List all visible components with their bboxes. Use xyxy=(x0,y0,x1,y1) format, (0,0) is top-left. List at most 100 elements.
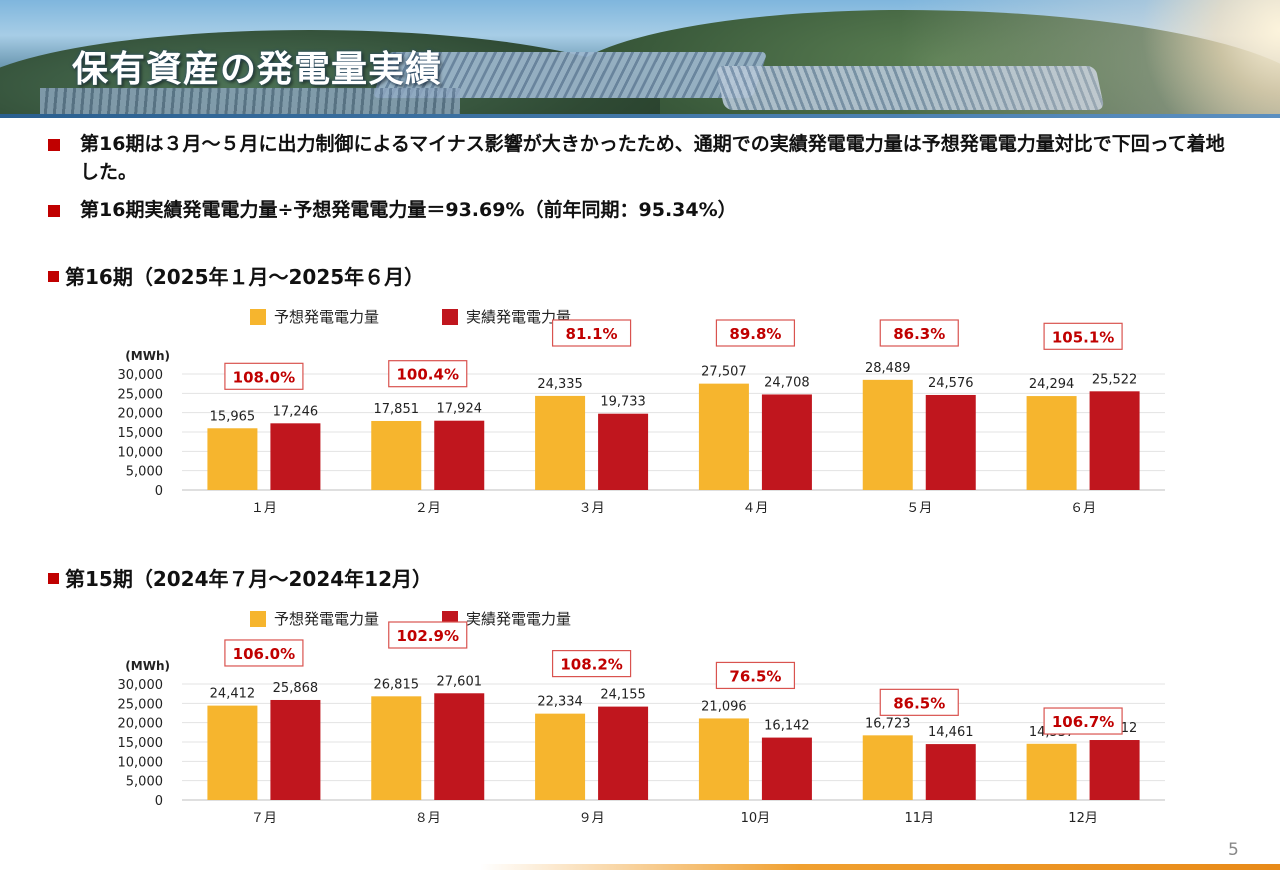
ratio-label: 81.1% xyxy=(566,325,618,343)
x-tick-label: 10月 xyxy=(741,811,771,826)
heading-square-icon xyxy=(48,271,59,282)
forecast-bar xyxy=(371,420,422,490)
actual-bar xyxy=(270,423,321,490)
data-label: 22,334 xyxy=(537,695,583,710)
forecast-bar xyxy=(535,395,586,490)
y-tick-label: 25,000 xyxy=(118,697,164,712)
forecast-bar xyxy=(207,705,258,800)
section-heading: 第16期（2025年１月～2025年６月） xyxy=(48,261,424,290)
footer-accent-line xyxy=(480,864,1280,870)
ratio-label: 105.1% xyxy=(1052,328,1114,346)
section-heading: 第15期（2024年７月～2024年12月） xyxy=(48,563,432,592)
actual-bar xyxy=(598,706,649,800)
header-banner: 保有資産の発電量実績 xyxy=(0,0,1280,118)
y-tick-label: 0 xyxy=(155,484,163,499)
section-heading-text: 第15期（2024年７月～2024年12月） xyxy=(65,567,432,591)
actual-bar xyxy=(1089,391,1140,490)
actual-bar xyxy=(1089,740,1140,800)
data-label: 25,522 xyxy=(1092,372,1138,387)
ratio-box xyxy=(224,362,304,390)
y-tick-label: 20,000 xyxy=(118,717,164,732)
x-tick-label: ５月 xyxy=(906,501,932,516)
legend-label: 予想発電電力量 xyxy=(274,308,379,326)
ratio-box xyxy=(551,650,632,678)
bar-chart-period-15: 予想発電電力量 実績発電電力量 (MWh) 0 5,000 10,000 15,000 20,… xyxy=(0,598,1280,832)
chart-svg: 予想発電電力量 実績発電電力量 (MWh) 0 5,000 10,000 15,000 20,… xyxy=(118,308,1165,516)
chart-svg: 予想発電電力量 実績発電電力量 (MWh) 0 5,000 10,000 15,000 20,… xyxy=(118,610,1165,826)
bullet-item: 第16期は３月～５月に出力制御によるマイナス影響が大きかったため、通期での実績発… xyxy=(48,130,1240,186)
ratio-box xyxy=(879,319,959,347)
ratio-box xyxy=(551,319,632,347)
data-label: 15,965 xyxy=(210,409,256,424)
data-label: 24,335 xyxy=(537,377,583,392)
actual-bar xyxy=(925,744,976,800)
forecast-bar xyxy=(1026,743,1077,800)
y-tick-label: 10,000 xyxy=(118,445,164,460)
x-tick-label: ４月 xyxy=(742,501,768,516)
forecast-bar xyxy=(698,383,749,490)
data-label: 24,412 xyxy=(210,687,256,702)
ratio-label: 86.3% xyxy=(893,325,945,343)
heading-square-icon xyxy=(48,573,59,584)
ratio-label: 86.5% xyxy=(893,694,945,712)
x-tick-label: ７月 xyxy=(251,811,277,826)
forecast-bar xyxy=(862,735,913,800)
y-tick-label: 10,000 xyxy=(118,755,164,770)
ratio-box xyxy=(1043,322,1123,350)
ratio-box xyxy=(388,621,468,649)
data-label: 21,096 xyxy=(701,699,747,714)
data-label: 24,576 xyxy=(928,376,974,391)
data-label: 16,723 xyxy=(865,716,911,731)
legend-label: 予想発電電力量 xyxy=(274,610,379,628)
y-tick-label: 30,000 xyxy=(118,368,164,383)
section-heading-text: 第16期（2025年１月～2025年６月） xyxy=(65,265,425,289)
ratio-box xyxy=(388,360,468,388)
forecast-bar xyxy=(1026,396,1077,490)
bullet-square-icon xyxy=(48,139,60,151)
x-tick-label: ３月 xyxy=(579,501,605,516)
forecast-bar xyxy=(862,379,913,490)
data-label: 24,155 xyxy=(600,688,646,703)
x-tick-label: 11月 xyxy=(904,811,934,826)
y-axis-unit: (MWh) xyxy=(125,349,170,363)
legend-swatch xyxy=(442,309,458,325)
data-label: 17,851 xyxy=(374,402,420,417)
ratio-box xyxy=(1043,707,1123,735)
banner-sunlight xyxy=(1130,0,1280,118)
ratio-label: 106.7% xyxy=(1052,713,1114,731)
ratio-box xyxy=(879,688,959,716)
data-label: 24,708 xyxy=(764,375,810,390)
ratio-box xyxy=(715,661,796,690)
legend-label: 実績発電電力量 xyxy=(466,308,571,326)
data-label: 25,868 xyxy=(273,681,319,696)
data-label: 24,294 xyxy=(1029,377,1075,392)
bullet-item: 第16期実績発電電力量÷予想発電電力量＝93.69%（前年同期：95.34%） xyxy=(48,196,1240,224)
page-number: 5 xyxy=(1228,840,1239,860)
ratio-box xyxy=(715,319,796,347)
actual-bar xyxy=(434,693,485,800)
x-tick-label: ２月 xyxy=(415,501,441,516)
data-label: 26,815 xyxy=(374,677,420,692)
page-title: 保有資産の発電量実績 xyxy=(72,49,443,90)
y-tick-label: 15,000 xyxy=(118,736,164,751)
legend-swatch xyxy=(250,611,266,627)
ratio-label: 89.8% xyxy=(729,325,781,343)
banner-solar-panels xyxy=(40,88,460,118)
ratio-label: 102.9% xyxy=(397,627,459,645)
forecast-bar xyxy=(207,428,258,490)
actual-bar xyxy=(434,420,485,490)
ratio-box xyxy=(224,639,304,667)
bullet-text: 第16期実績発電電力量÷予想発電電力量＝93.69%（前年同期：95.34%） xyxy=(80,199,737,221)
actual-bar xyxy=(598,413,649,490)
actual-bar xyxy=(761,394,812,490)
data-label: 28,489 xyxy=(865,361,911,376)
x-tick-label: ９月 xyxy=(579,811,605,826)
data-label: 14,461 xyxy=(928,725,974,740)
data-label: 17,246 xyxy=(273,404,319,419)
y-tick-label: 0 xyxy=(155,794,163,809)
x-tick-label: ６月 xyxy=(1070,501,1096,516)
ratio-label: 108.2% xyxy=(560,656,622,674)
data-label: 27,601 xyxy=(437,674,483,689)
ratio-label: 106.0% xyxy=(233,645,295,663)
y-tick-label: 20,000 xyxy=(118,407,164,422)
